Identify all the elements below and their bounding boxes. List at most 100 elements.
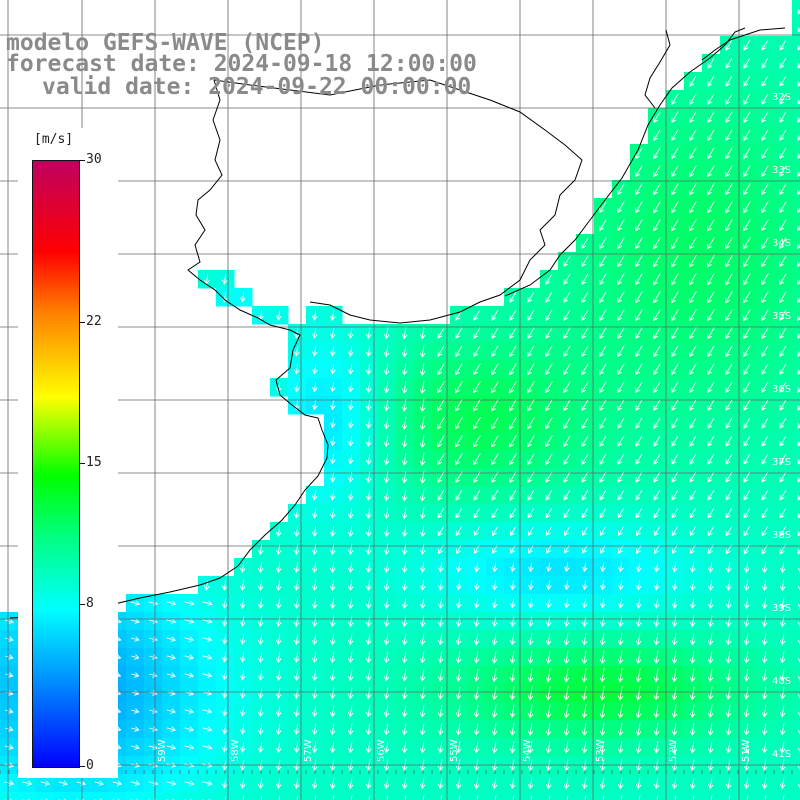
wind-arrow xyxy=(707,273,715,286)
colorbar-unit-label: [m/s] xyxy=(34,132,74,147)
wind-arrow xyxy=(275,651,282,664)
wind-arrow xyxy=(348,472,354,483)
wind-arrow xyxy=(743,363,751,376)
wind-arrow xyxy=(761,615,768,628)
wind-arrow xyxy=(653,417,661,429)
wind-arrow xyxy=(725,668,732,682)
wind-arrow xyxy=(202,744,213,750)
wind-arrow xyxy=(260,795,263,800)
wind-arrow xyxy=(527,777,534,790)
wind-arrow xyxy=(329,309,336,321)
wind-arrow xyxy=(743,39,751,51)
wind-arrow xyxy=(383,417,390,430)
wind-arrow xyxy=(743,579,750,592)
wind-arrow xyxy=(779,579,786,592)
wind-arrow xyxy=(293,687,300,700)
wind-arrow xyxy=(166,600,177,606)
field-cell xyxy=(792,342,800,361)
wind-arrow xyxy=(743,399,751,411)
wind-arrow xyxy=(689,417,697,429)
field-cell xyxy=(630,792,649,800)
wind-arrow xyxy=(509,722,516,736)
field-cell xyxy=(612,792,631,800)
wind-arrow xyxy=(368,795,371,800)
wind-arrow xyxy=(689,471,697,483)
wind-arrow xyxy=(258,723,264,735)
wind-arrow xyxy=(419,489,426,502)
wind-arrow xyxy=(420,579,426,591)
wind-arrow xyxy=(563,381,571,394)
wind-arrow xyxy=(653,273,661,286)
wind-arrow xyxy=(130,618,140,624)
wind-arrow xyxy=(222,634,228,645)
wind-arrow xyxy=(275,525,282,538)
wind-arrow xyxy=(635,309,643,322)
wind-arrow xyxy=(743,489,751,501)
wind-arrow xyxy=(707,75,715,87)
wind-arrow xyxy=(383,363,390,376)
wind-arrow xyxy=(618,580,624,591)
wind-arrow xyxy=(455,668,462,682)
field-cell xyxy=(792,666,800,685)
field-cell xyxy=(234,792,253,800)
wind-arrow xyxy=(312,328,318,339)
wind-arrow xyxy=(761,363,769,375)
wind-arrow xyxy=(725,686,732,700)
field-cell xyxy=(792,72,800,91)
wind-arrow xyxy=(707,327,715,340)
wind-arrow xyxy=(761,273,769,286)
wind-arrow xyxy=(620,795,623,800)
wind-arrow xyxy=(455,686,462,700)
wind-arrow xyxy=(275,633,282,646)
wind-arrow xyxy=(258,310,264,321)
wind-arrow xyxy=(671,453,679,465)
wind-arrow xyxy=(779,651,786,664)
wind-arrow xyxy=(545,615,552,628)
wind-arrow xyxy=(689,93,697,105)
wind-arrow xyxy=(239,579,246,592)
field-cell xyxy=(540,792,559,800)
wind-arrow xyxy=(725,526,733,537)
wind-arrow xyxy=(707,777,714,790)
field-cell xyxy=(270,792,289,800)
field-cell xyxy=(36,792,55,800)
wind-arrow xyxy=(275,741,282,754)
wind-arrow xyxy=(330,327,336,339)
wind-arrow xyxy=(671,508,679,519)
wind-arrow xyxy=(166,780,177,786)
wind-arrow xyxy=(383,651,390,664)
wind-arrow xyxy=(545,381,553,394)
wind-arrow xyxy=(402,561,408,573)
wind-arrow xyxy=(312,382,318,393)
wind-arrow xyxy=(545,722,552,737)
wind-arrow xyxy=(653,489,661,501)
wind-arrow xyxy=(311,723,318,736)
wind-arrow xyxy=(582,580,588,591)
wind-arrow xyxy=(779,705,786,718)
wind-arrow xyxy=(509,416,517,430)
wind-arrow xyxy=(797,225,800,232)
wind-arrow xyxy=(653,381,661,394)
wind-arrow xyxy=(743,741,750,754)
wind-arrow xyxy=(743,219,751,232)
wind-arrow xyxy=(527,526,534,537)
wind-arrow xyxy=(654,597,660,609)
coastline xyxy=(9,27,786,619)
wind-arrow xyxy=(509,345,517,358)
wind-arrow xyxy=(671,722,678,736)
wind-arrow xyxy=(437,417,445,430)
wind-arrow xyxy=(509,435,517,448)
wind-arrow xyxy=(401,777,408,790)
wind-arrow xyxy=(743,651,750,664)
wind-arrow xyxy=(707,453,715,465)
wind-arrow xyxy=(725,219,733,232)
wind-arrow xyxy=(365,723,372,736)
wind-arrow xyxy=(599,255,607,268)
wind-arrow xyxy=(473,398,481,412)
field-cell xyxy=(792,576,800,595)
field-cell xyxy=(792,630,800,649)
wind-arrow xyxy=(581,526,588,537)
wind-arrow xyxy=(365,363,372,376)
wind-arrow xyxy=(725,147,733,160)
